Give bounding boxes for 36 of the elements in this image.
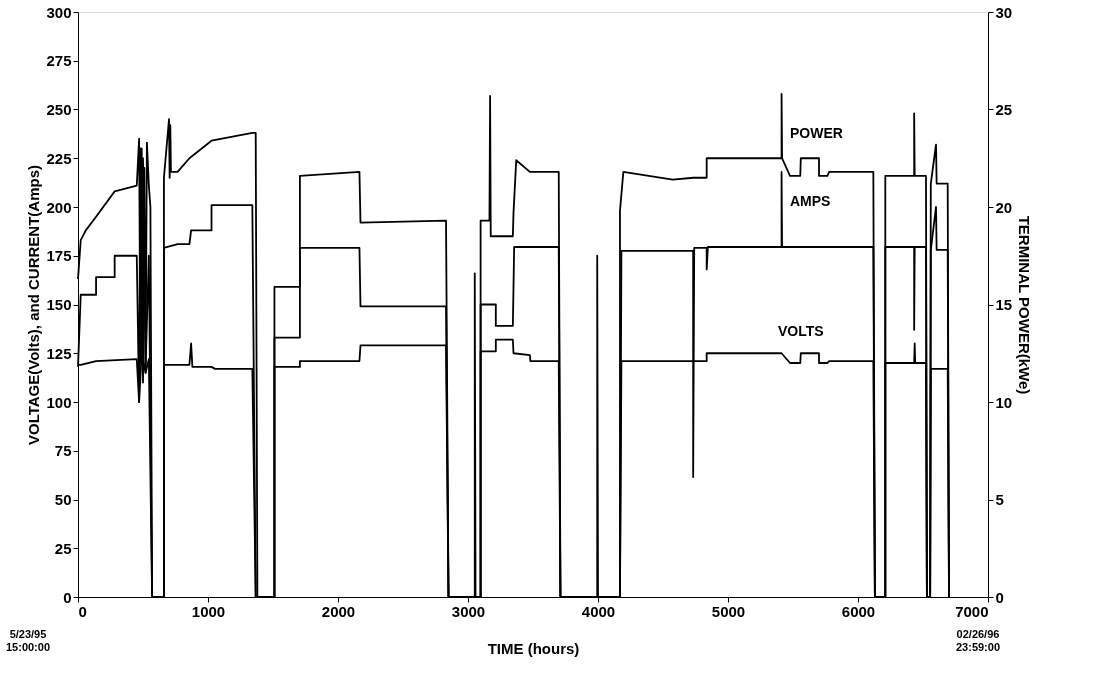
y2-tick-label: 5 xyxy=(995,491,1004,508)
text: 5/23/95 15:00:00 xyxy=(5,628,51,653)
y-tick-label: 25 xyxy=(54,539,72,557)
series-label: POWER xyxy=(790,125,843,141)
y2-tick-label: 30 xyxy=(995,3,1013,21)
y-tick-label: 50 xyxy=(54,491,72,508)
y2-tick-label: 25 xyxy=(995,101,1013,118)
y2-tick-label: 10 xyxy=(995,393,1013,411)
series-label: VOLTS xyxy=(778,323,824,339)
y2-tick-label: 15 xyxy=(995,296,1013,313)
x-tick-label: 5000 xyxy=(711,602,746,620)
y-tick-label: 250 xyxy=(46,101,72,118)
y-tick-label: 275 xyxy=(46,52,72,70)
y-axis-title: VOLTAGE(Volts), and CURRENT(Amps) xyxy=(25,165,43,445)
y-tick-label: 200 xyxy=(46,198,72,216)
x-tick-label: 0 xyxy=(78,602,87,620)
y-tick-label: 225 xyxy=(46,149,72,167)
y2-tick-label: 20 xyxy=(995,198,1013,216)
series-label: AMPS xyxy=(790,193,831,209)
x-tick-label: 1000 xyxy=(191,602,226,620)
y-tick-label: 0 xyxy=(63,588,72,606)
y-tick-label: 150 xyxy=(46,296,72,313)
x-tick-label: 7000 xyxy=(955,602,989,620)
x-tick-label: 2000 xyxy=(321,602,356,620)
x-tick-label: 4000 xyxy=(581,602,616,620)
x-tick-label: 3000 xyxy=(451,602,486,620)
text: 02/26/96 23:59:00 xyxy=(955,628,1001,653)
y2-axis-title: TERMINAL POWER(kWe) xyxy=(1016,215,1034,395)
y2-tick-label: 0 xyxy=(995,588,1004,606)
x-tick-label: 6000 xyxy=(841,602,876,620)
y-tick-label: 75 xyxy=(54,442,72,460)
y-tick-label: 300 xyxy=(46,3,72,21)
y-tick-label: 125 xyxy=(46,344,72,362)
x-axis-title: TIME (hours) xyxy=(487,639,580,657)
y-tick-label: 100 xyxy=(46,393,72,411)
y-tick-label: 175 xyxy=(46,247,72,265)
